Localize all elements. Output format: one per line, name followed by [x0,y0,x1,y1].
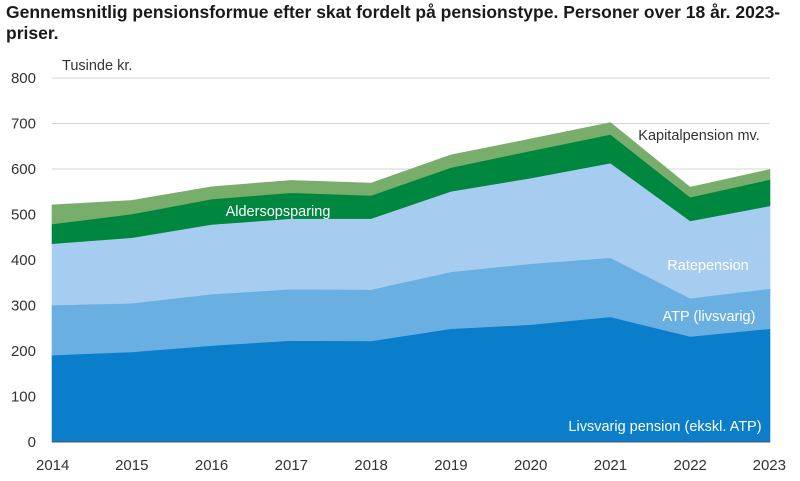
x-tick-label: 2014 [36,457,69,474]
chart-title: Gennemsnitlig pensionsformue efter skat … [6,2,781,43]
area-kapitalpension-mv [51,122,771,225]
y-tick-label: 200 [11,343,36,360]
y-tick-label: 600 [11,161,36,178]
axes: 0 100 200 300 400 500 600 700 800 2014 2015 2016 201… [11,70,786,474]
x-tick-label: 2023 [753,457,786,474]
y-axis-unit-label: Tusinde kr. [62,58,132,74]
x-tick-label: 2019 [434,457,467,474]
y-tick-label: 100 [11,389,36,406]
series-label-livsvarig-pension-ekskl-atp: Livsvarig pension (ekskl. ATP) [568,419,761,435]
area-series [51,122,771,443]
series-label-ratepension: Ratepension [667,258,748,274]
series-label-kapitalpension-mv: Kapitalpension mv. [638,128,759,144]
x-tick-label: 2022 [674,457,707,474]
series-labels: Livsvarig pension (ekskl. ATP) ATP (livsv… [226,128,762,435]
series-label-atp-livsvarig: ATP (livsvarig) [663,309,756,325]
y-tick-label: 400 [11,252,36,269]
x-tick-label: 2016 [195,457,228,474]
x-tick-label: 2018 [354,457,387,474]
series-label-aldersopsparing: Aldersopsparing [226,204,331,220]
y-tick-label: 800 [11,70,36,87]
y-tick-label: 500 [11,207,36,224]
x-tick-label: 2021 [594,457,627,474]
y-tick-label: 0 [28,434,36,451]
x-tick-label: 2017 [275,457,308,474]
y-tick-label: 700 [11,116,36,133]
x-tick-label: 2015 [115,457,148,474]
x-tick-label: 2020 [514,457,547,474]
y-tick-label: 300 [11,298,36,315]
